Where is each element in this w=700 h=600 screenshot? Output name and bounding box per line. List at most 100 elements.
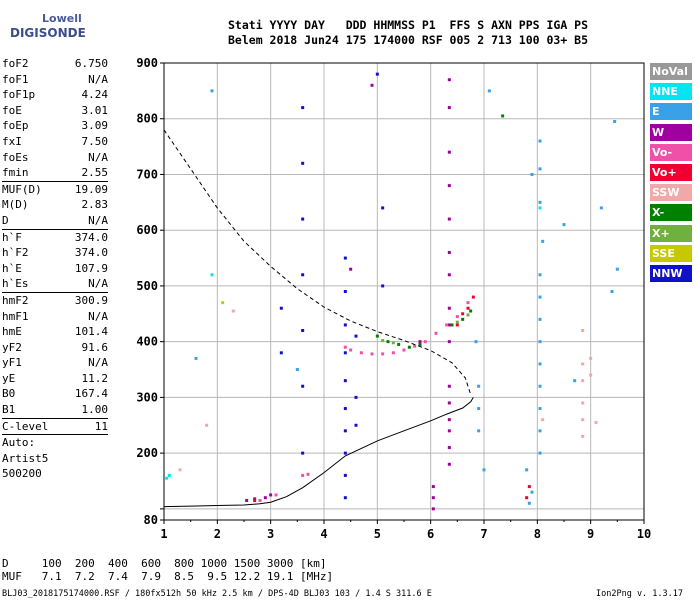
station-header: Stati YYYY DAY DDD HHMMSS P1 FFS S AXN P…: [228, 18, 588, 48]
point-e: [538, 139, 542, 143]
param-value: 4.24: [81, 88, 109, 102]
param-value: 374.0: [74, 230, 108, 244]
plot-frame: [163, 62, 645, 521]
param-value: N/A: [88, 277, 108, 291]
point-w: [447, 384, 451, 388]
point-w: [447, 418, 451, 422]
point-nnw: [381, 206, 385, 210]
point-e: [530, 490, 534, 494]
point-nnw: [301, 273, 305, 277]
param-row: M(D) 2.83: [2, 197, 108, 213]
point-e: [525, 468, 529, 472]
point-nnw: [343, 351, 347, 355]
point-ssw: [205, 423, 209, 427]
point-vo-: [471, 295, 475, 299]
legend-entry-noval: NoVal: [650, 63, 692, 80]
param-name: foF1: [2, 72, 29, 86]
param-separator: [2, 291, 108, 293]
param-value: 374.0: [74, 246, 108, 260]
param-row: foF1p 4.24: [2, 87, 108, 103]
x-tick-label: 10: [637, 527, 651, 541]
point-vo-: [359, 351, 363, 355]
point-x-: [461, 317, 465, 321]
param-row: h`F2 374.0: [2, 245, 108, 261]
data-points: [165, 72, 619, 511]
y-tick-label: 200: [136, 446, 158, 460]
curve-true-height: [163, 397, 474, 508]
param-separator: [2, 417, 108, 419]
y-tick-label: 300: [136, 390, 158, 404]
y-tick-label: 600: [136, 223, 158, 237]
point-nnw: [301, 329, 305, 333]
point-nnw: [354, 423, 358, 427]
point-e: [295, 368, 299, 372]
legend-entry-w: W: [650, 123, 692, 141]
point-nnw: [343, 496, 347, 500]
param-row: foEp 3.09: [2, 118, 108, 134]
point-nnw: [343, 290, 347, 293]
point-nnw: [343, 256, 347, 260]
point-vo-: [455, 323, 459, 327]
point-e: [477, 407, 481, 411]
version-label: Ion2Png v. 1.3.17: [596, 589, 683, 599]
point-w: [447, 250, 451, 254]
point-w: [447, 273, 451, 277]
param-name: fmin: [2, 166, 29, 180]
param-row: h`Es N/A: [2, 276, 108, 292]
point-nnw: [381, 284, 385, 288]
file-info: BLJ03_2018175174000.RSF / 180fx512h 50 k…: [2, 589, 432, 599]
param-value: 7.50: [81, 134, 109, 148]
point-vo-: [423, 340, 427, 344]
param-row: fmin 2.55: [2, 165, 108, 181]
param-value: 2.55: [81, 166, 109, 180]
point-x-: [450, 323, 454, 327]
param-name: h`F2: [2, 246, 29, 260]
point-e: [538, 384, 542, 388]
point-nnw: [279, 306, 283, 310]
chart-grid: [163, 62, 645, 521]
point-w: [349, 267, 353, 271]
point-e: [538, 317, 542, 321]
point-e: [615, 267, 619, 271]
point-vo-: [274, 493, 278, 497]
param-row: h`F 374.0: [2, 230, 108, 246]
point-x-: [469, 309, 473, 313]
point-ssw: [589, 356, 593, 360]
point-e: [210, 89, 214, 93]
param-value: 167.4: [74, 387, 108, 401]
muf-row: MUF 7.1 7.2 7.4 7.9 8.5 9.5 12.2 19.1 [M…: [2, 570, 334, 583]
point-x-: [381, 339, 385, 343]
point-e: [538, 451, 542, 455]
param-row: foEs N/A: [2, 150, 108, 166]
param-name: hmF1: [2, 309, 29, 323]
point-e: [538, 407, 542, 411]
param-name: yE: [2, 371, 16, 385]
point-vo-: [402, 348, 406, 352]
param-value: N/A: [88, 150, 108, 164]
param-row: C-level 11: [2, 419, 108, 435]
param-value: 2.83: [81, 198, 109, 212]
y-tick-label: 700: [136, 167, 158, 181]
param-name: MUF(D): [2, 182, 42, 196]
x-tick-label: 6: [427, 527, 434, 541]
point-vo-: [461, 312, 465, 316]
point-e: [487, 89, 491, 93]
point-w: [431, 507, 435, 511]
param-row: fxI 7.50: [2, 134, 108, 150]
point-nne: [167, 473, 171, 477]
param-value: 11: [94, 419, 108, 433]
param-name: 500200: [2, 467, 42, 481]
point-e: [538, 167, 542, 171]
point-w: [447, 217, 451, 221]
param-name: h`F: [2, 230, 22, 244]
param-separator: [2, 180, 108, 182]
distance-row: D 100 200 400 600 800 1000 1500 3000 [km…: [2, 557, 327, 570]
y-tick-label: 400: [136, 335, 158, 349]
param-name: B1: [2, 403, 16, 417]
point-ssw: [231, 309, 235, 313]
point-e: [573, 379, 577, 383]
point-ssw: [581, 379, 585, 383]
point-w: [269, 493, 273, 497]
point-x-: [407, 345, 411, 349]
param-separator: [2, 434, 108, 436]
